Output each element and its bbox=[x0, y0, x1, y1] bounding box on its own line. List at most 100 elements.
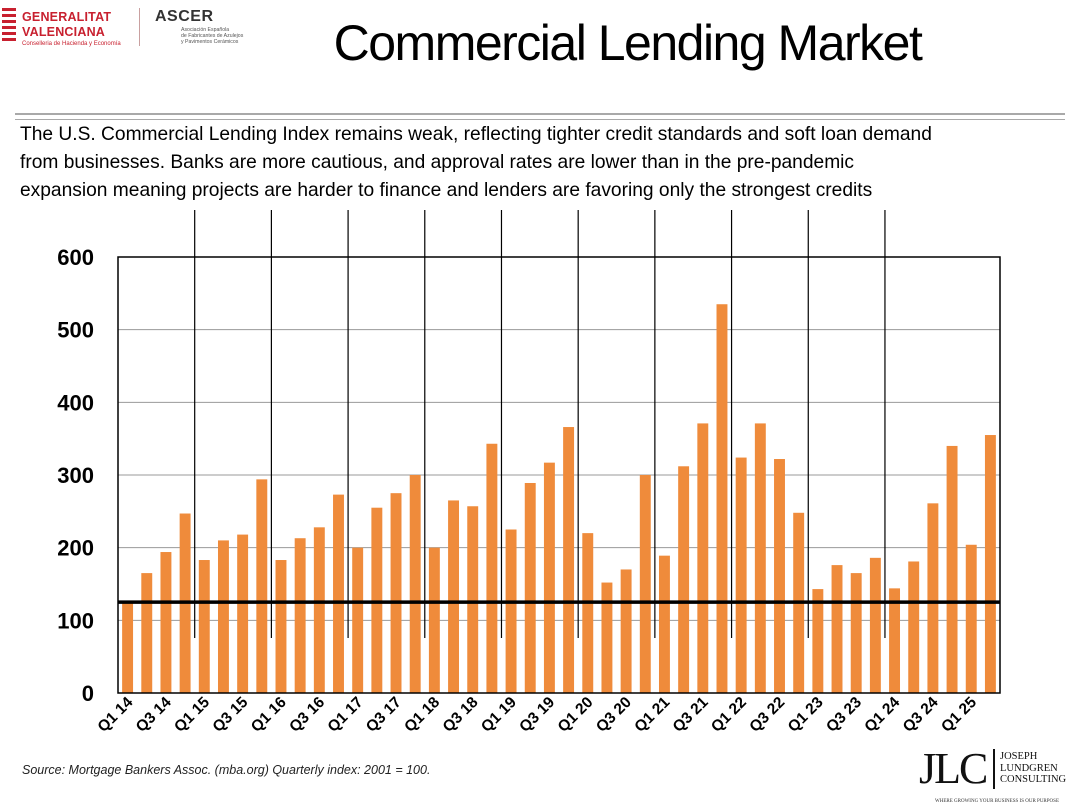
bar bbox=[409, 475, 421, 693]
ascer-logo-sub-line: y Pavimentos Cerámicos bbox=[181, 39, 239, 45]
bar bbox=[563, 427, 575, 693]
x-tick-label: Q3 24 bbox=[900, 694, 942, 736]
description-line: expansion meaning projects are harder to… bbox=[20, 180, 873, 201]
bar bbox=[237, 534, 249, 693]
x-tick-label: Q3 23 bbox=[823, 694, 865, 736]
bar bbox=[754, 423, 766, 693]
bar bbox=[869, 557, 881, 693]
bar bbox=[371, 507, 383, 693]
generalitat-emblem-icon bbox=[2, 8, 16, 44]
description-line: The U.S. Commercial Lending Index remain… bbox=[20, 124, 932, 145]
generalitat-logo-line3: Conselleria de Hacienda y Economía bbox=[22, 41, 121, 47]
ascer-logo-sub-line: de Fabricantes de Azulejos bbox=[181, 33, 244, 39]
x-tick-label: Q3 21 bbox=[670, 694, 712, 736]
bar bbox=[639, 475, 651, 693]
bar bbox=[448, 500, 460, 693]
jlc-logo-tagline: WHERE GROWING YOUR BUSINESS IS OUR PURPO… bbox=[935, 799, 1059, 804]
bar bbox=[984, 435, 996, 693]
bar bbox=[620, 569, 632, 693]
bar bbox=[697, 423, 709, 693]
x-tick-label: Q3 18 bbox=[440, 694, 482, 736]
bar bbox=[831, 565, 843, 693]
bar bbox=[294, 538, 306, 693]
bar bbox=[217, 540, 229, 693]
bar bbox=[582, 533, 594, 693]
x-tick-label: Q1 24 bbox=[861, 694, 903, 736]
x-tick-label: Q1 17 bbox=[325, 694, 367, 736]
jlc-logo-name-line: CONSULTING bbox=[1000, 774, 1067, 785]
x-tick-label: Q1 20 bbox=[555, 694, 597, 736]
generalitat-logo-line1: GENERALITAT bbox=[22, 10, 112, 24]
bar bbox=[160, 552, 172, 693]
x-tick-label: Q1 15 bbox=[171, 694, 213, 736]
generalitat-valenciana-logo: GENERALITAT VALENCIANA Conselleria de Ha… bbox=[2, 6, 137, 50]
source-note: Source: Mortgage Bankers Assoc. (mba.org… bbox=[22, 763, 431, 777]
bar bbox=[141, 573, 153, 693]
bar bbox=[927, 503, 939, 693]
bar bbox=[946, 445, 958, 693]
x-tick-label: Q1 14 bbox=[95, 694, 137, 736]
y-tick-label: 200 bbox=[57, 536, 94, 561]
title-divider bbox=[15, 113, 1065, 120]
bar bbox=[467, 506, 479, 693]
bar bbox=[333, 494, 344, 693]
bar bbox=[352, 547, 364, 693]
y-tick-label: 400 bbox=[57, 390, 94, 415]
y-tick-label: 500 bbox=[57, 318, 94, 343]
description-text: The U.S. Commercial Lending Index remain… bbox=[20, 121, 1075, 205]
x-tick-label: Q3 20 bbox=[593, 694, 635, 736]
bar bbox=[198, 560, 210, 693]
x-tick-label: Q3 22 bbox=[746, 694, 788, 736]
page-title: Commercial Lending Market bbox=[333, 15, 923, 71]
bar bbox=[658, 555, 670, 693]
bar bbox=[390, 493, 402, 693]
jlc-logo-mark: JLC bbox=[919, 744, 988, 793]
bar bbox=[505, 529, 517, 693]
x-tick-label: Q1 21 bbox=[631, 694, 673, 736]
bar bbox=[256, 479, 268, 693]
x-tick-label: Q1 23 bbox=[785, 694, 827, 736]
x-tick-label: Q1 16 bbox=[248, 694, 290, 736]
jlc-logo-name: JOSEPH LUNDGREN CONSULTING bbox=[1000, 751, 1066, 786]
bar bbox=[428, 547, 440, 693]
jlc-logo: JLC JOSEPH LUNDGREN CONSULTING WHERE GRO… bbox=[915, 743, 1080, 808]
y-tick-label: 0 bbox=[82, 681, 94, 706]
jlc-logo-name-line: JOSEPH bbox=[1000, 751, 1038, 762]
x-tick-label: Q1 22 bbox=[708, 694, 750, 736]
x-tick-label: Q1 25 bbox=[938, 694, 980, 736]
y-tick-label: 300 bbox=[57, 463, 94, 488]
logo-divider bbox=[139, 8, 140, 46]
jlc-logo-name-line: LUNDGREN bbox=[1000, 762, 1058, 774]
bar bbox=[735, 457, 747, 693]
x-tick-label: Q3 19 bbox=[516, 694, 558, 736]
x-tick-label: Q3 17 bbox=[363, 694, 405, 736]
x-tick-label: Q1 18 bbox=[401, 694, 443, 736]
bar bbox=[275, 560, 287, 693]
x-tick-label: Q3 15 bbox=[210, 694, 252, 736]
bar bbox=[850, 573, 862, 693]
x-tick-label: Q3 16 bbox=[286, 694, 328, 736]
ascer-logo-name: ASCER bbox=[155, 8, 214, 25]
bar bbox=[965, 544, 977, 693]
bar bbox=[543, 462, 555, 693]
ascer-logo: ASCER Asociación Española de Fabricantes… bbox=[155, 8, 265, 48]
bar bbox=[716, 304, 728, 693]
bar bbox=[678, 466, 690, 693]
bar bbox=[889, 588, 901, 693]
plot-frame bbox=[117, 256, 1001, 694]
bar bbox=[486, 443, 498, 693]
x-tick-label: Q1 19 bbox=[478, 694, 520, 736]
bar bbox=[313, 527, 325, 693]
jlc-logo-divider bbox=[993, 749, 995, 789]
ascer-logo-subtitle: Asociación Española de Fabricantes de Az… bbox=[181, 27, 265, 45]
y-tick-label: 100 bbox=[57, 608, 94, 633]
generalitat-logo-line2: VALENCIANA bbox=[22, 25, 106, 39]
bar bbox=[908, 561, 920, 693]
y-tick-label: 600 bbox=[57, 245, 94, 270]
bar bbox=[812, 589, 824, 693]
ascer-logo-sub-line: Asociación Española bbox=[181, 27, 230, 33]
x-tick-label: Q3 14 bbox=[133, 694, 175, 736]
bar bbox=[524, 482, 536, 693]
description-line: from businesses. Banks are more cautious… bbox=[20, 152, 855, 173]
